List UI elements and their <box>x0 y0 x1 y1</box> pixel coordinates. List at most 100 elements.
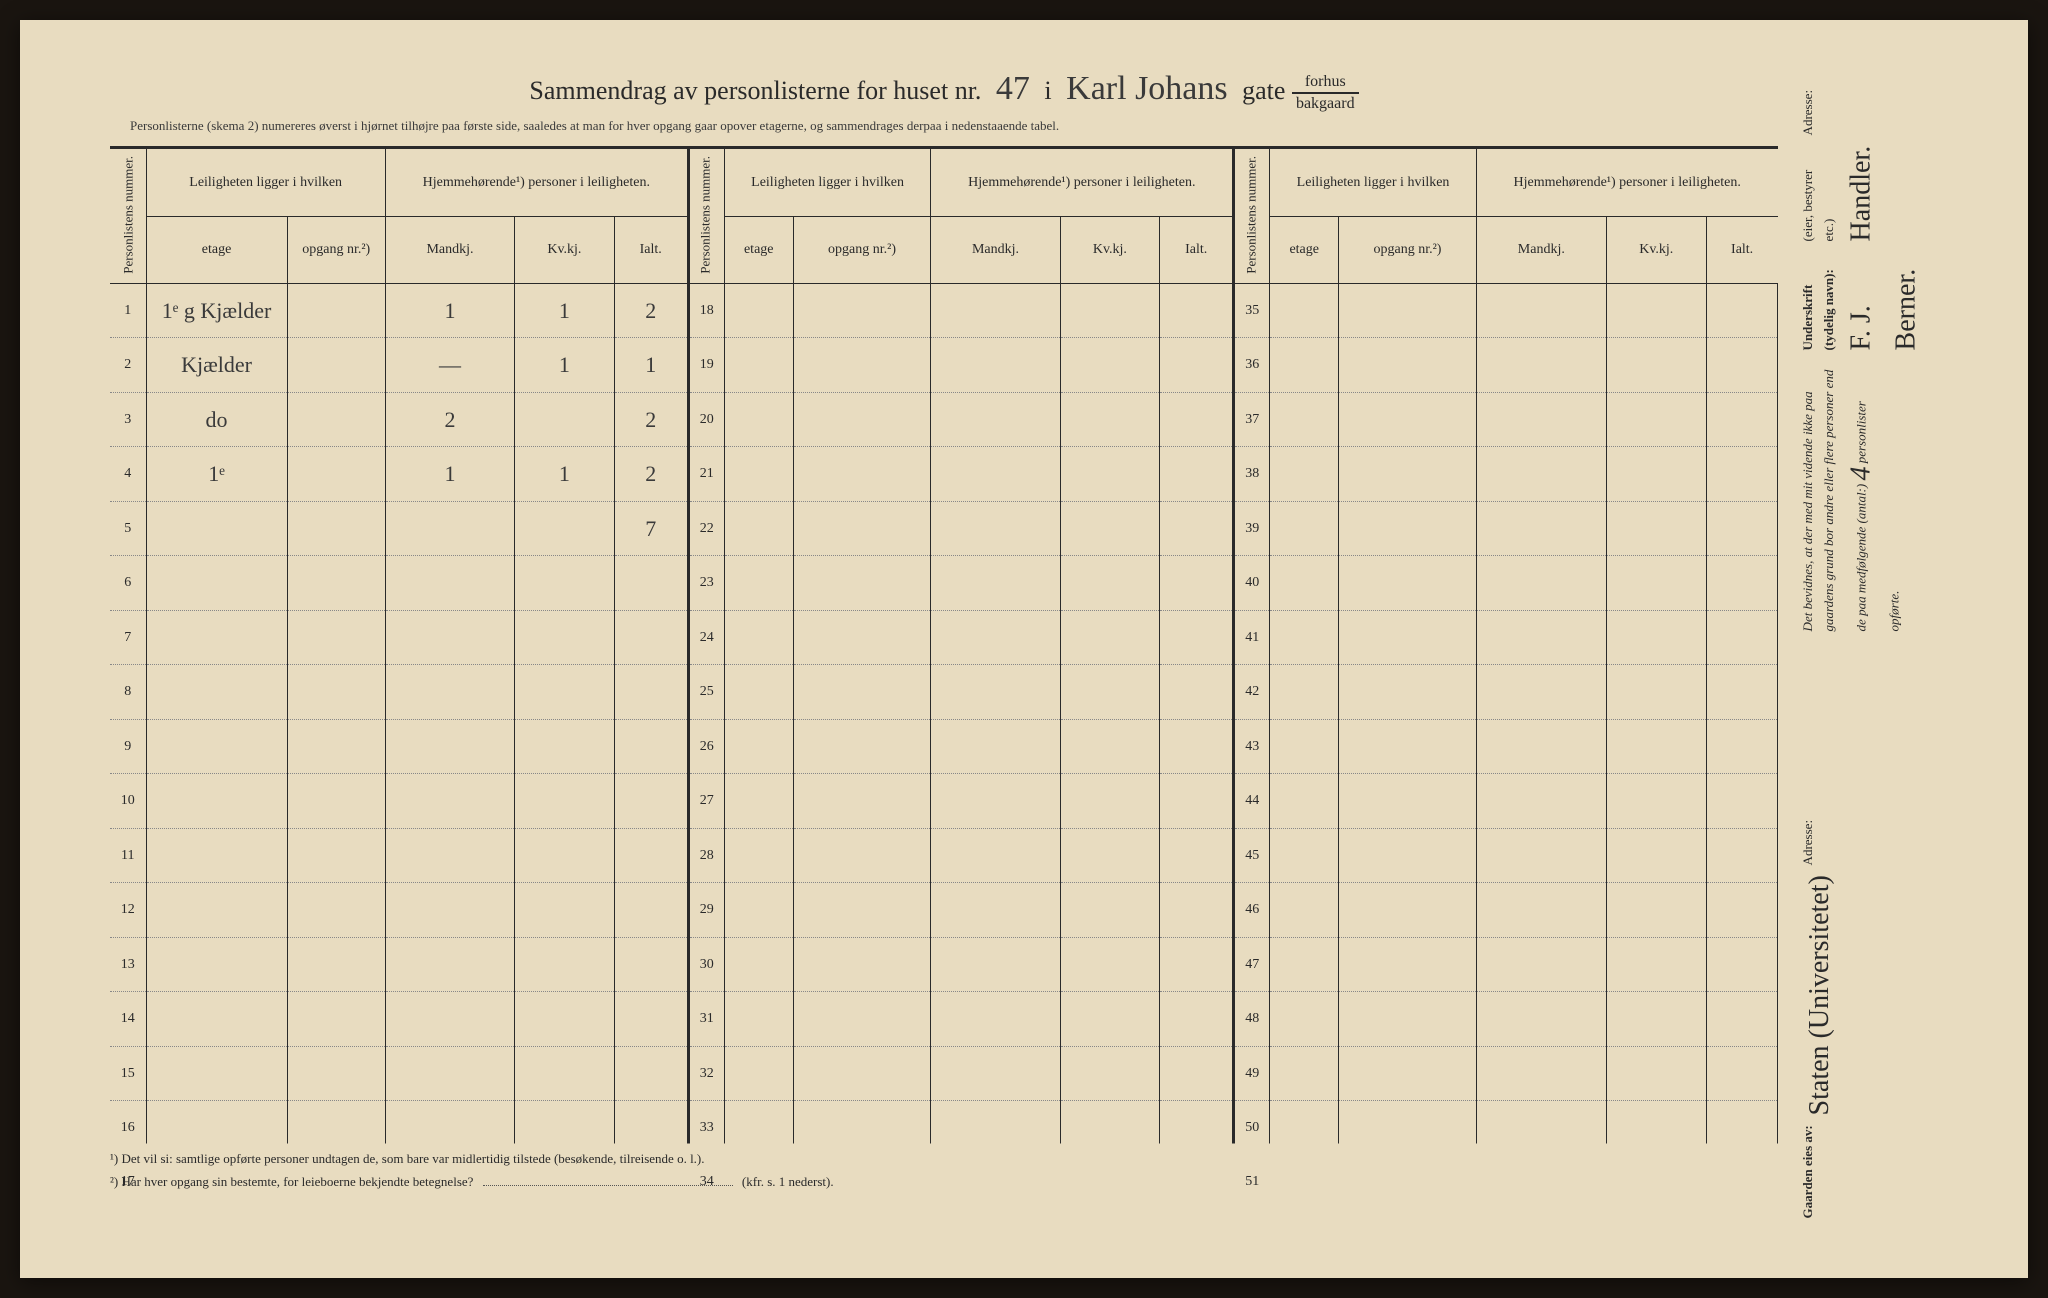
cell <box>1060 610 1159 665</box>
cell: 41 <box>1234 610 1270 665</box>
cell <box>1706 719 1777 774</box>
fraction-bottom: bakgaard <box>1292 94 1359 112</box>
col-kvkj-2: Kv.kj. <box>1060 217 1159 284</box>
cell: 1ᵉ <box>146 447 287 502</box>
cell <box>1706 283 1777 338</box>
cell <box>1160 992 1234 1047</box>
cell <box>931 1046 1060 1101</box>
cell: 1 <box>515 447 614 502</box>
cell: do <box>146 392 287 447</box>
col-leiligheten-3: Leiligheten ligger i hvilken <box>1270 148 1477 217</box>
cell <box>1339 883 1477 938</box>
cell <box>1476 937 1606 992</box>
cell: 1ᵉ g Kjælder <box>146 283 287 338</box>
cell: 19 <box>688 338 724 393</box>
cell: 9 <box>110 719 146 774</box>
cell <box>931 447 1060 502</box>
cell <box>614 1046 688 1101</box>
cell <box>385 719 514 774</box>
table-row: 92643 <box>110 719 1778 774</box>
cell <box>1706 828 1777 883</box>
cell <box>1476 883 1606 938</box>
cell: 3 <box>110 392 146 447</box>
cell <box>1060 992 1159 1047</box>
cell: 48 <box>1234 992 1270 1047</box>
cell <box>931 665 1060 720</box>
cell <box>1060 501 1159 556</box>
cell <box>793 392 931 447</box>
cell <box>1706 992 1777 1047</box>
cell <box>1270 556 1339 611</box>
cell <box>1160 447 1234 502</box>
cell <box>793 556 931 611</box>
cell <box>1270 883 1339 938</box>
col-etage-2: etage <box>724 217 793 284</box>
cell: 36 <box>1234 338 1270 393</box>
cell <box>1060 774 1159 829</box>
cell: 8 <box>110 665 146 720</box>
cell <box>793 774 931 829</box>
cell <box>515 937 614 992</box>
cell <box>724 392 793 447</box>
cell <box>1606 774 1706 829</box>
main-content: Sammendrag av personlisterne for huset n… <box>110 70 1778 1238</box>
title-suffix: gate <box>1242 76 1285 105</box>
cell <box>1706 774 1777 829</box>
cell <box>1270 610 1339 665</box>
cell <box>287 992 385 1047</box>
cell <box>1476 1046 1606 1101</box>
cell <box>1606 283 1706 338</box>
cell <box>1160 937 1234 992</box>
cell <box>287 774 385 829</box>
cell: 49 <box>1234 1046 1270 1101</box>
cell: 38 <box>1234 447 1270 502</box>
cell <box>1706 665 1777 720</box>
cell <box>385 556 514 611</box>
cell <box>1060 937 1159 992</box>
cell <box>1160 556 1234 611</box>
cell <box>1160 665 1234 720</box>
cell <box>793 992 931 1047</box>
cell: 35 <box>1234 283 1270 338</box>
cell <box>1160 774 1234 829</box>
col-mandkj-3: Mandkj. <box>1476 217 1606 284</box>
cell <box>385 774 514 829</box>
cell <box>724 556 793 611</box>
cell: 20 <box>688 392 724 447</box>
cell <box>931 501 1060 556</box>
cell <box>287 719 385 774</box>
cell <box>1060 556 1159 611</box>
cell: 1 <box>515 283 614 338</box>
col-opgang-1: opgang nr.²) <box>287 217 385 284</box>
cell: 45 <box>1234 828 1270 883</box>
cell <box>793 283 931 338</box>
cell <box>1339 283 1477 338</box>
cell <box>1606 1046 1706 1101</box>
cell <box>1476 556 1606 611</box>
owner-name: Staten (Universitetet) <box>1798 875 1843 1115</box>
table-row: 82542 <box>110 665 1778 720</box>
cell: 1 <box>110 283 146 338</box>
cell: 12 <box>110 883 146 938</box>
role-line: (eier, bestyrer etc.) Handler. <box>1798 146 1884 242</box>
cell <box>614 774 688 829</box>
cell <box>287 283 385 338</box>
cell: 4 <box>110 447 146 502</box>
cell <box>931 828 1060 883</box>
owner-block: Gaarden eies av: Staten (Universitetet) … <box>1798 677 1968 1218</box>
table-body: 11ᵉ g Kjælder11218352Kjælder—1119363do22… <box>110 283 1778 1210</box>
cell <box>1606 610 1706 665</box>
cell <box>614 665 688 720</box>
title-line: Sammendrag av personlisterne for huset n… <box>110 70 1778 112</box>
cell <box>515 1046 614 1101</box>
fraction-top: forhus <box>1292 74 1359 94</box>
cell: 11 <box>110 828 146 883</box>
cell <box>146 1046 287 1101</box>
cell <box>1606 828 1706 883</box>
cell <box>385 828 514 883</box>
cell <box>1160 501 1234 556</box>
table-row: 122946 <box>110 883 1778 938</box>
cell <box>287 610 385 665</box>
cell <box>1160 1046 1234 1101</box>
cell <box>1060 392 1159 447</box>
